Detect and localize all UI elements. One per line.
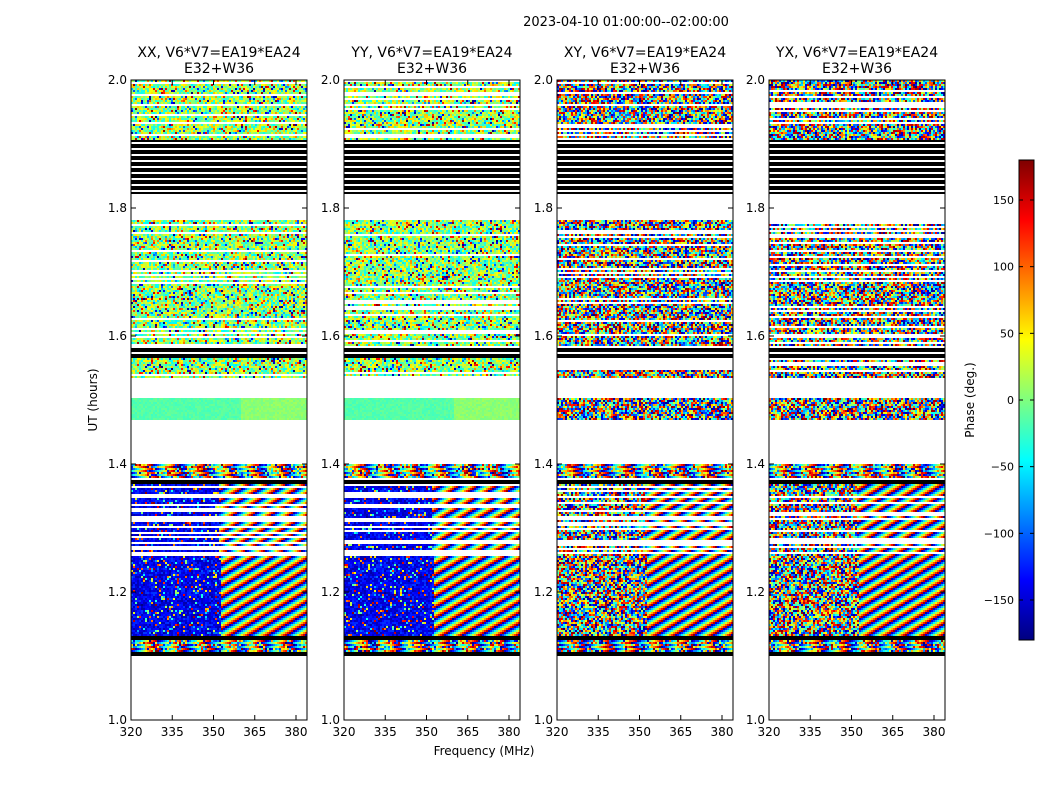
x-tick-label: 350 [415, 725, 438, 739]
y-tick-label: 1.2 [321, 585, 340, 599]
colorbar-tick-label: −50 [991, 461, 1014, 474]
x-tick-label: 320 [546, 725, 569, 739]
y-tick-label: 1.0 [746, 713, 765, 727]
colorbar-tick-label: −150 [984, 594, 1014, 607]
axes-frame [130, 79, 308, 721]
x-tick-label: 365 [669, 725, 692, 739]
colorbar-tick-label: −100 [984, 527, 1014, 540]
y-tick-label: 2.0 [108, 73, 127, 87]
x-tick-label: 365 [243, 725, 266, 739]
x-tick-label: 365 [456, 725, 479, 739]
y-tick-label: 2.0 [534, 73, 553, 87]
x-tick-label: 335 [587, 725, 610, 739]
x-tick-label: 380 [498, 725, 521, 739]
colorbar-tick-label: 100 [993, 261, 1014, 274]
axes-frame [556, 79, 734, 721]
heatmap-image [557, 80, 733, 720]
y-tick-label: 1.4 [534, 457, 553, 471]
x-tick-label: 380 [285, 725, 308, 739]
panel-title-line2: E32+W36 [184, 61, 254, 77]
y-tick-label: 1.8 [534, 201, 553, 215]
figure-suptitle: 2023-04-10 01:00:00--02:00:00 [523, 15, 729, 30]
y-tick-label: 1.8 [746, 201, 765, 215]
x-tick-label: 365 [881, 725, 904, 739]
y-tick-label: 1.2 [534, 585, 553, 599]
y-tick-label: 2.0 [746, 73, 765, 87]
y-tick-label: 1.4 [746, 457, 765, 471]
y-tick-label: 1.4 [321, 457, 340, 471]
panel-title-line1: XX, V6*V7=EA19*EA24 [137, 45, 300, 61]
x-tick-label: 320 [120, 725, 143, 739]
y-tick-label: 1.6 [746, 329, 765, 343]
x-tick-label: 320 [758, 725, 781, 739]
colorbar-tick-label: 150 [993, 194, 1014, 207]
y-tick-label: 1.6 [321, 329, 340, 343]
y-tick-label: 1.4 [108, 457, 127, 471]
x-tick-label: 350 [202, 725, 225, 739]
y-tick-label: 1.6 [534, 329, 553, 343]
panel-title-line1: YX, V6*V7=EA19*EA24 [775, 45, 938, 61]
y-tick-label: 1.8 [108, 201, 127, 215]
panel-title-line2: E32+W36 [610, 61, 680, 77]
x-tick-label: 350 [628, 725, 651, 739]
x-axis-label: Frequency (MHz) [434, 744, 535, 758]
y-tick-label: 1.8 [321, 201, 340, 215]
axes-frame [343, 79, 521, 721]
x-tick-label: 335 [799, 725, 822, 739]
heatmap-image [344, 80, 520, 720]
heatmap-image [131, 80, 307, 720]
y-tick-label: 1.2 [108, 585, 127, 599]
x-tick-label: 380 [923, 725, 946, 739]
y-tick-label: 2.0 [321, 73, 340, 87]
colorbar-ticks: −150 −100 −50 0 50 100 150 [984, 194, 1034, 607]
panel-title-line2: E32+W36 [822, 61, 892, 77]
colorbar: −150 −100 −50 0 50 100 150 Phase (deg.) [963, 159, 1035, 641]
x-tick-label: 320 [333, 725, 356, 739]
panel-title-line2: E32+W36 [397, 61, 467, 77]
axes-frame [768, 79, 946, 721]
colorbar-label: Phase (deg.) [963, 362, 977, 437]
y-axis-label: UT (hours) [86, 368, 100, 431]
y-tick-label: 1.6 [108, 329, 127, 343]
panel-title-line1: XY, V6*V7=EA19*EA24 [564, 45, 726, 61]
y-tick-label: 1.0 [321, 713, 340, 727]
colorbar-tick-label: 0 [1007, 394, 1014, 407]
x-tick-label: 350 [840, 725, 863, 739]
x-tick-label: 335 [161, 725, 184, 739]
panel-title-line1: YY, V6*V7=EA19*EA24 [350, 45, 512, 61]
x-tick-label: 380 [711, 725, 734, 739]
y-tick-label: 1.0 [108, 713, 127, 727]
colorbar-tick-label: 50 [1000, 327, 1014, 340]
y-tick-label: 1.2 [746, 585, 765, 599]
x-tick-label: 335 [374, 725, 397, 739]
heatmap-image [769, 80, 945, 720]
y-tick-label: 1.0 [534, 713, 553, 727]
